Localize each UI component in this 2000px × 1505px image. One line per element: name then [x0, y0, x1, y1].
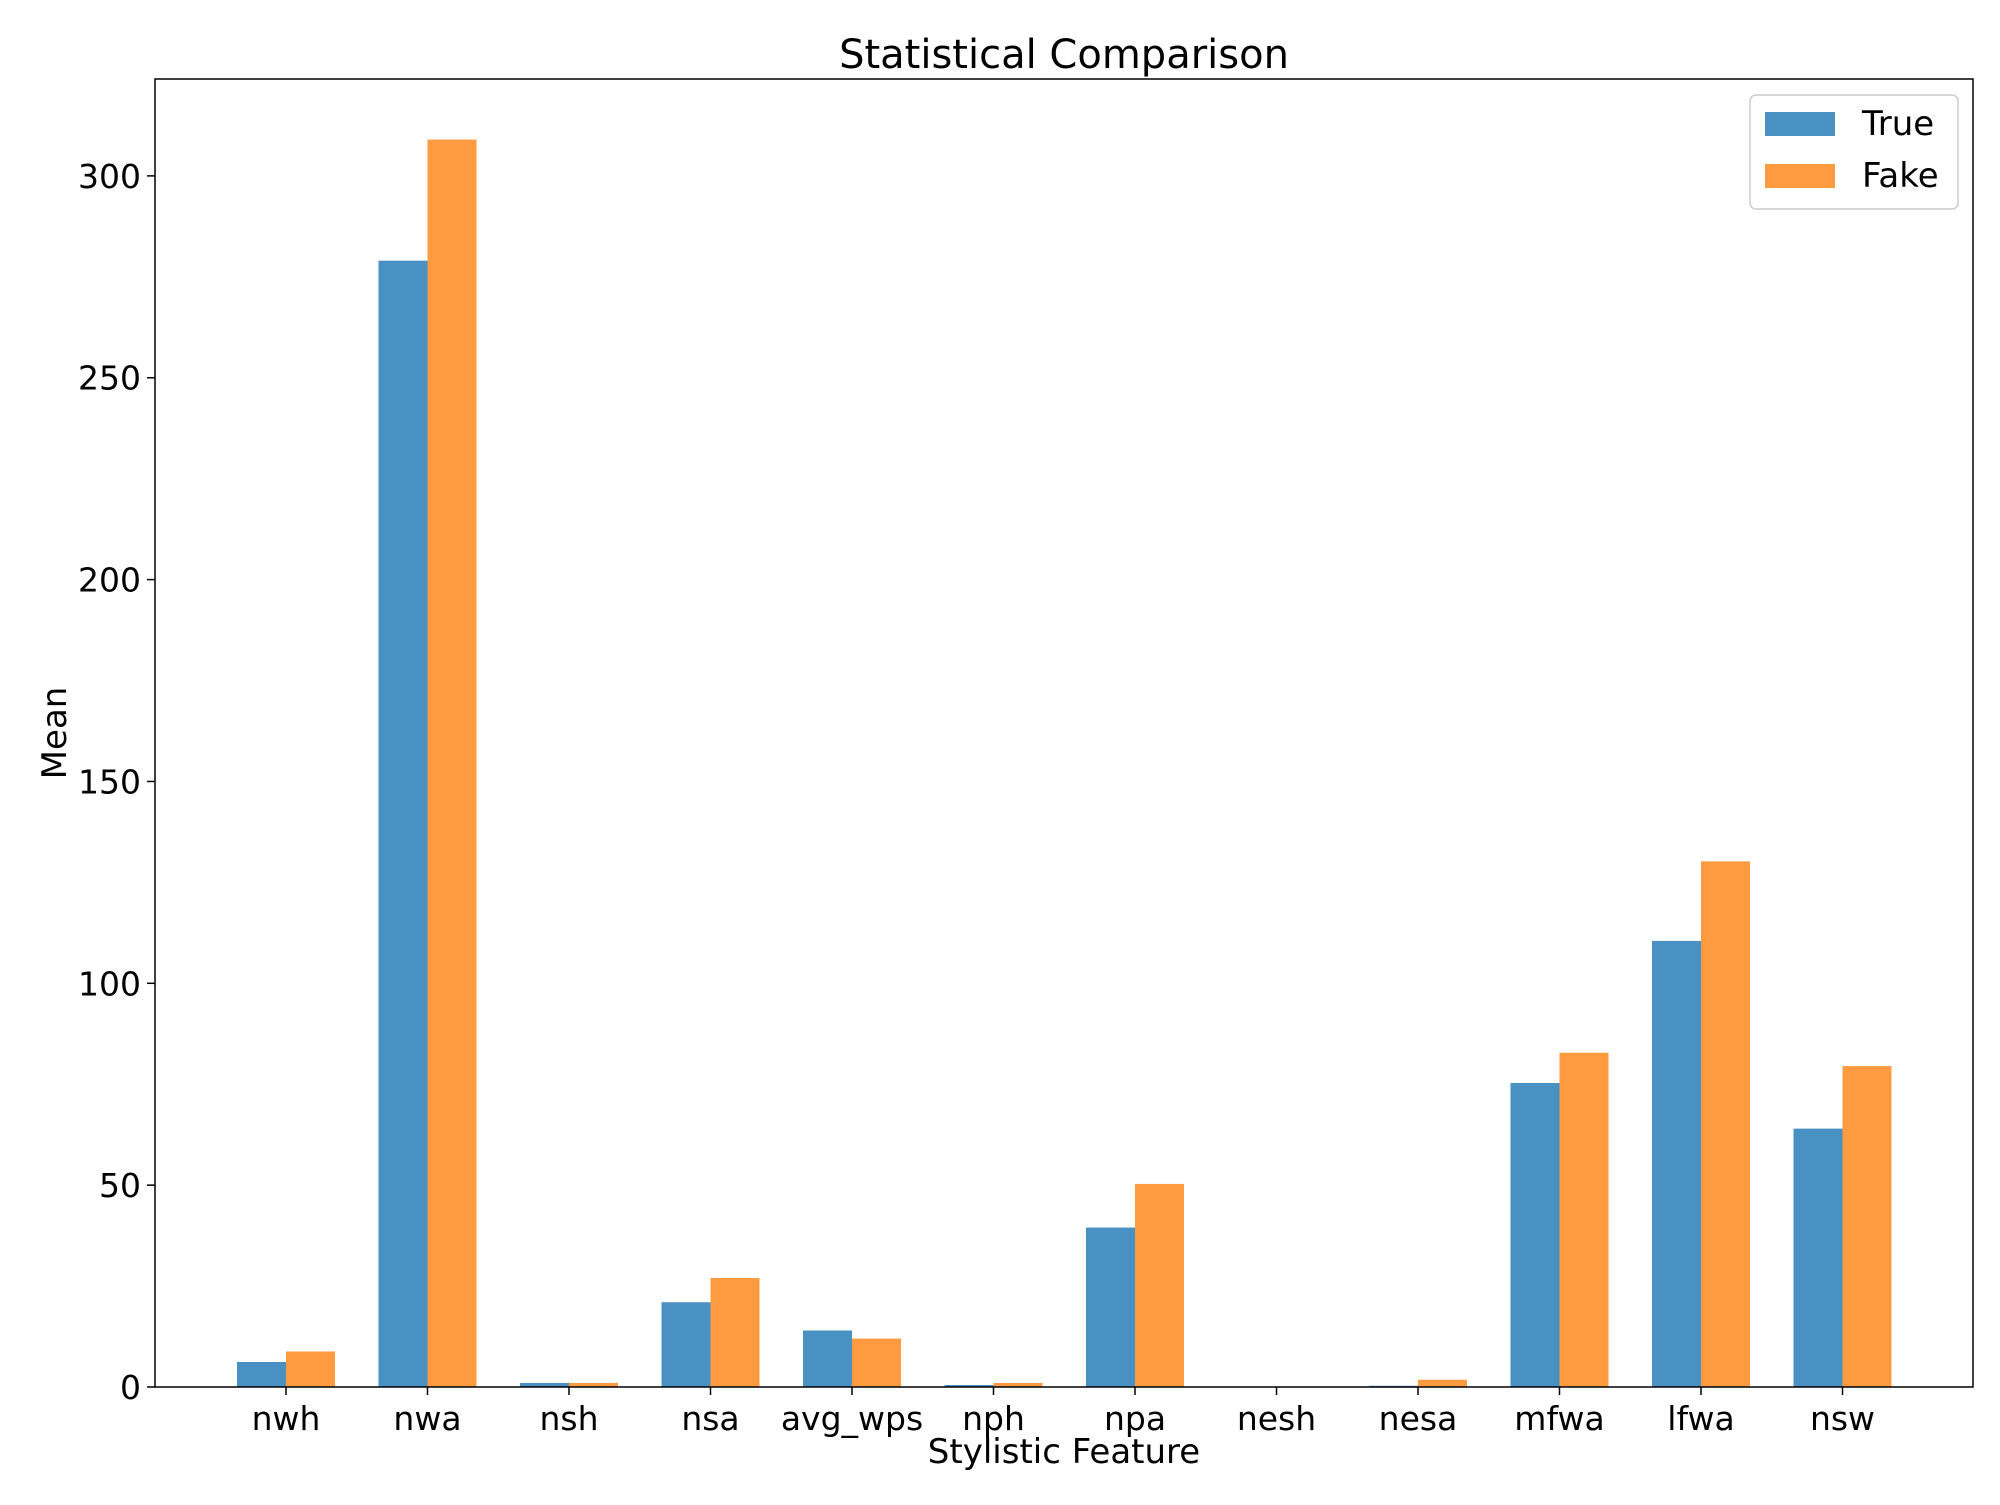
y-tick-label: 100 [78, 964, 141, 1003]
legend-label-fake: Fake [1862, 156, 1939, 196]
bar-fake-avg_wps [852, 1339, 901, 1387]
y-tick-label: 150 [78, 762, 141, 801]
legend-swatch-fake [1765, 164, 1835, 188]
y-tick-label: 300 [78, 157, 141, 196]
bar-fake-nwa [428, 140, 477, 1387]
bar-true-mfwa [1511, 1083, 1560, 1387]
bar-true-avg_wps [803, 1330, 852, 1387]
bar-true-lfwa [1652, 941, 1701, 1387]
x-tick-label: nwh [252, 1399, 321, 1438]
bar-true-nwa [379, 261, 428, 1387]
x-tick-label: nsw [1810, 1399, 1875, 1438]
x-tick-label: nsh [539, 1399, 598, 1438]
x-axis-label: Stylistic Feature [928, 1432, 1200, 1472]
bar-fake-npa [1135, 1184, 1184, 1387]
y-tick-label: 250 [78, 359, 141, 398]
x-tick-label: avg_wps [781, 1399, 923, 1438]
bar-fake-lfwa [1701, 861, 1750, 1387]
bar-true-nwh [237, 1362, 286, 1387]
bar-fake-nesa [1418, 1380, 1467, 1387]
x-tick-label: nesh [1237, 1399, 1316, 1438]
bar-fake-mfwa [1560, 1053, 1609, 1387]
chart-title: Statistical Comparison [839, 32, 1289, 78]
bar-fake-nwh [286, 1351, 335, 1387]
x-tick-label: nesa [1379, 1399, 1458, 1438]
bar-true-nsa [662, 1302, 711, 1387]
legend-swatch-true [1765, 112, 1835, 136]
x-tick-label: nsa [681, 1399, 739, 1438]
y-tick-label: 200 [78, 561, 141, 600]
bar-fake-nsw [1843, 1066, 1892, 1387]
y-tick-label: 0 [120, 1368, 141, 1407]
y-tick-label: 50 [99, 1166, 141, 1205]
y-axis-label: Mean [35, 687, 75, 780]
bar-true-npa [1086, 1228, 1135, 1387]
bar-true-nsw [1794, 1129, 1843, 1387]
bar-fake-nsa [711, 1278, 760, 1387]
legend-label-true: True [1861, 104, 1934, 144]
bars-group [237, 140, 1892, 1387]
x-tick-label: mfwa [1514, 1399, 1604, 1438]
legend: True Fake [1750, 95, 1958, 209]
x-tick-label: lfwa [1667, 1399, 1734, 1438]
y-axis-ticks: 0 50 100 150 200 250 300 [78, 157, 155, 1407]
x-tick-label: nwa [393, 1399, 461, 1438]
